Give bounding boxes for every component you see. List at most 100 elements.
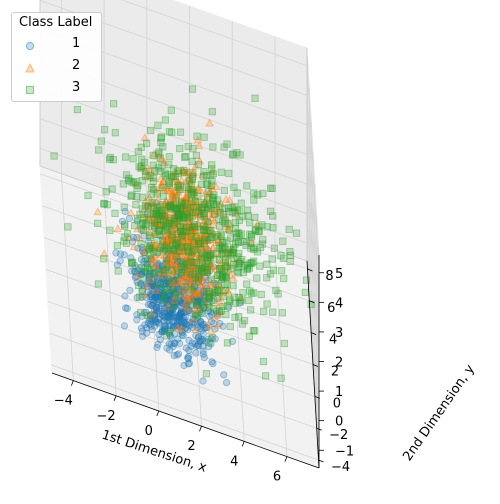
data-point-class-3 [165,246,173,254]
data-point-class-2 [175,212,184,221]
data-point-class-2 [202,241,211,250]
data-point-class-1 [155,260,163,268]
data-point-class-3 [215,241,223,249]
data-point-class-2 [217,246,227,255]
data-point-class-1 [153,308,162,317]
data-point-class-2 [156,219,165,228]
data-point-class-3 [187,190,196,198]
data-point-class-3 [182,210,190,218]
data-point-class-1 [160,214,168,222]
data-point-class-3 [218,271,226,279]
data-point-class-2 [185,272,195,281]
data-point-class-2 [141,196,150,205]
data-point-class-1 [146,290,154,298]
data-point-class-1 [172,273,180,282]
data-point-class-2 [202,236,211,244]
data-point-class-2 [179,273,189,282]
grid-line-z-right [306,95,320,303]
data-point-class-3 [250,289,258,297]
data-point-class-1 [159,266,167,274]
data-point-class-2 [184,264,193,273]
data-point-class-3 [251,94,259,102]
data-point-class-2 [187,260,196,269]
data-point-class-3 [234,253,242,261]
data-point-class-3 [198,204,206,212]
grid-line-z-right [306,213,320,421]
data-point-class-1 [162,279,170,288]
data-point-class-3 [234,259,242,268]
data-point-class-1 [236,299,244,307]
data-point-class-3 [237,199,245,207]
data-point-class-2 [193,200,202,209]
data-point-class-3 [151,269,159,277]
data-point-class-1 [196,324,204,332]
data-point-class-3 [230,183,238,191]
data-point-class-3 [155,148,163,156]
data-point-class-1 [204,235,212,243]
data-point-class-1 [200,353,208,362]
data-point-class-1 [208,358,216,366]
data-point-class-2 [186,240,195,249]
legend-entry-2: 2 [12,57,100,77]
data-point-class-3 [173,205,181,213]
data-point-class-3 [178,238,186,247]
data-point-class-3 [210,288,219,296]
data-point-class-1 [190,270,198,278]
data-point-class-1 [180,286,189,294]
data-point-class-3 [152,210,160,219]
data-point-class-3 [114,267,122,275]
data-point-class-2 [216,198,226,207]
data-point-class-1 [198,336,206,344]
data-point-class-1 [225,303,233,312]
data-point-class-1 [186,270,195,278]
data-point-class-1 [204,335,212,343]
data-point-class-2 [180,247,189,256]
data-point-class-1 [141,321,149,329]
data-point-class-1 [169,220,177,228]
data-point-class-2 [165,267,175,276]
data-point-class-1 [173,297,181,305]
data-point-class-3 [260,307,268,316]
data-point-class-2 [180,252,189,261]
data-point-class-3 [231,240,240,248]
data-point-class-3 [235,260,244,268]
data-point-class-1 [144,237,153,246]
data-point-class-1 [151,315,159,323]
data-point-class-3 [190,258,198,267]
data-point-class-1 [161,233,169,241]
data-point-class-2 [193,240,202,249]
data-point-class-1 [200,303,208,311]
data-point-class-3 [194,265,202,273]
data-point-class-1 [173,317,181,325]
data-point-class-1 [155,288,163,296]
data-point-class-2 [176,278,186,287]
data-point-class-1 [169,322,178,330]
data-point-class-3 [188,173,197,181]
data-point-class-1 [148,326,156,334]
data-point-class-3 [141,264,149,273]
data-point-class-2 [171,248,181,257]
data-point-class-3 [166,203,174,211]
data-point-class-3 [221,286,229,295]
data-point-class-3 [279,237,287,245]
data-point-class-1 [204,247,212,255]
grid-line-z-right [306,154,320,362]
data-point-class-3 [231,218,240,227]
data-point-class-1 [214,294,222,303]
data-point-class-2 [161,241,171,249]
data-point-class-3 [210,210,219,218]
data-point-class-3 [149,185,158,194]
data-point-class-3 [142,139,151,147]
data-point-class-2 [189,273,199,282]
data-point-class-3 [50,152,58,160]
data-point-class-2 [151,253,161,261]
data-point-class-1 [146,311,155,319]
grid-line-z-left [39,147,308,244]
data-point-class-3 [209,169,217,178]
data-point-class-1 [183,305,191,314]
data-point-class-2 [160,185,169,194]
data-point-class-1 [190,293,198,302]
data-point-class-1 [170,278,178,286]
data-point-class-2 [171,276,181,285]
data-point-class-1 [183,273,191,281]
